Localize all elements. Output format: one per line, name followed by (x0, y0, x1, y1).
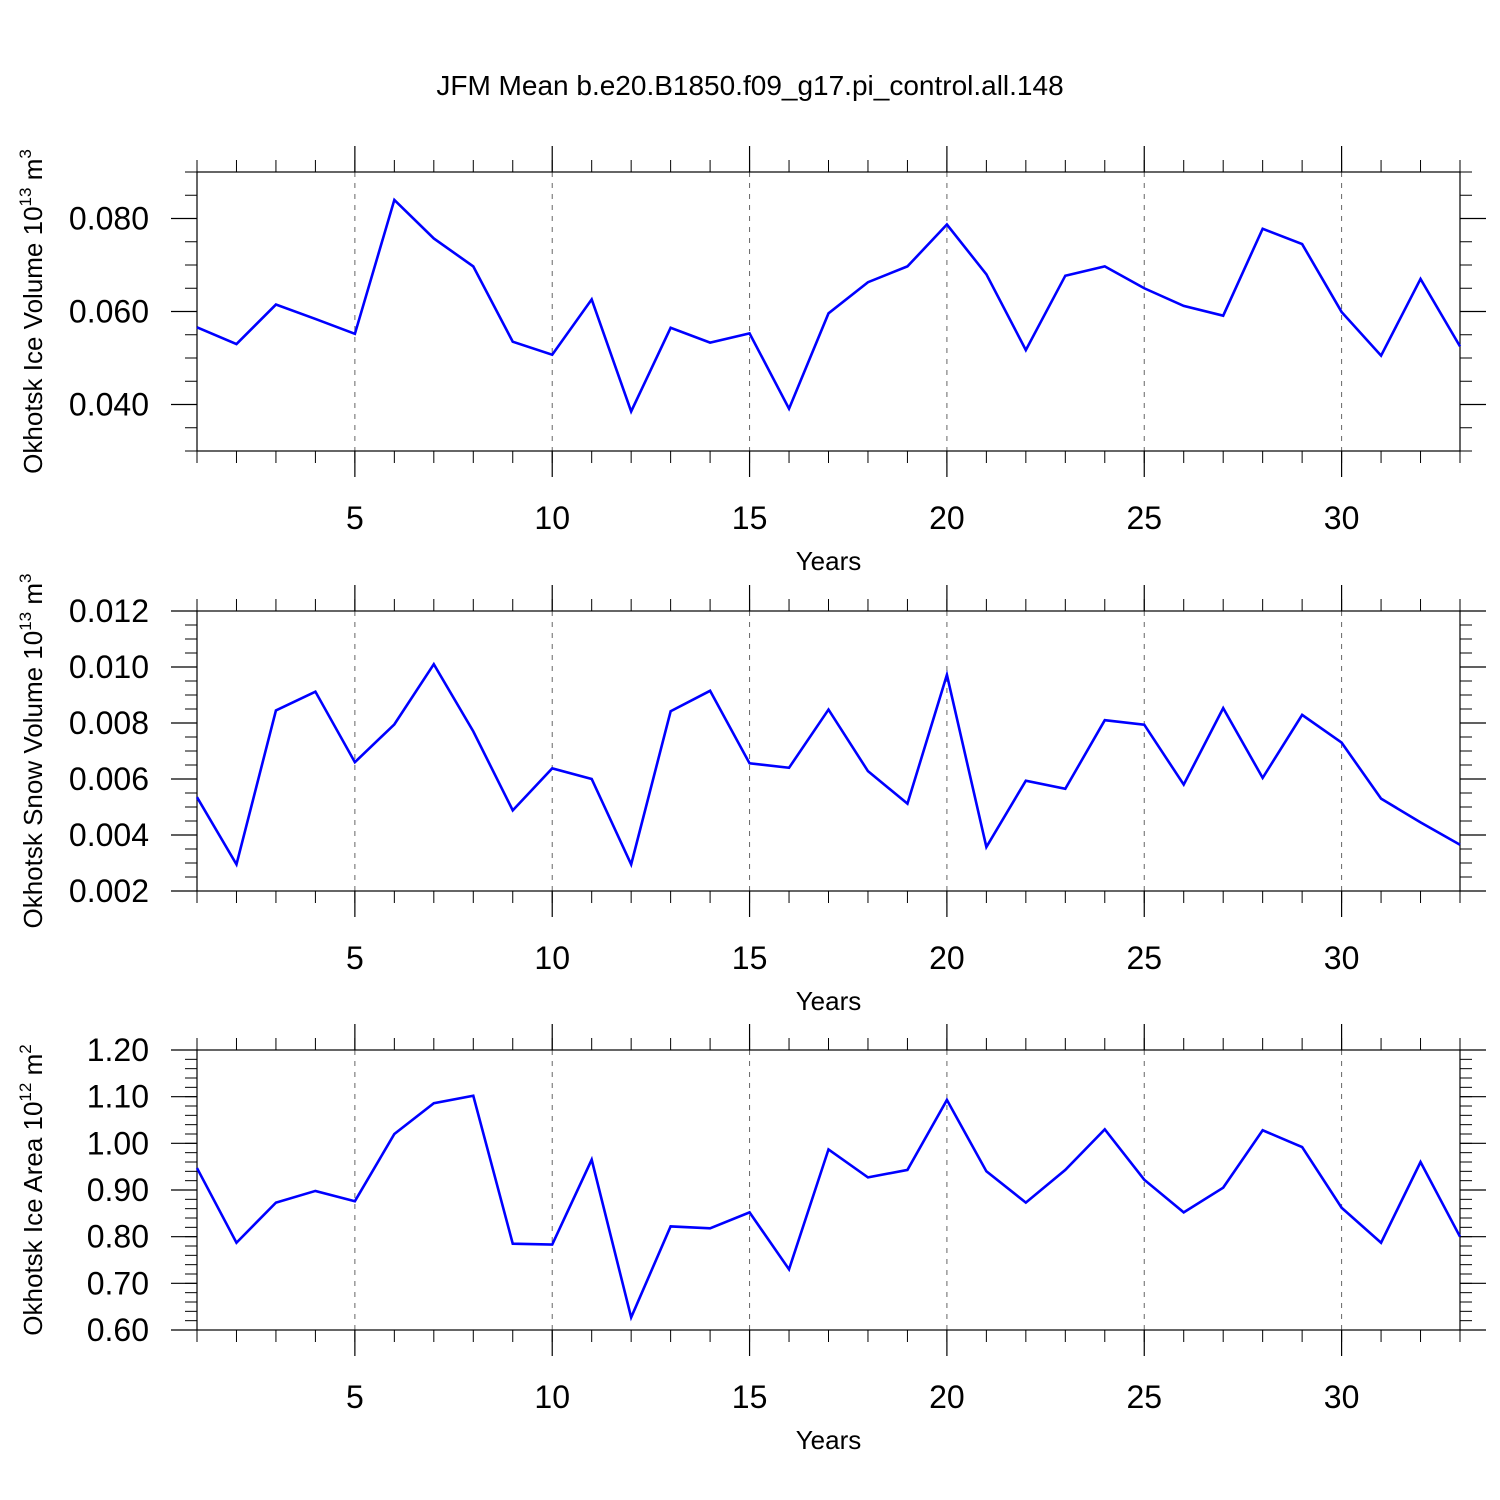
y-tick-label: 1.20 (87, 1032, 149, 1068)
x-tick-label: 25 (1126, 500, 1162, 536)
y-tick-label: 0.080 (69, 201, 149, 237)
x-tick-label: 15 (732, 940, 768, 976)
panels: 5 10 15 20 25 30 0.040 0.060 0.080 Years Okhotsk I… (16, 146, 1486, 1455)
x-axis-label: Years (796, 986, 862, 1016)
y-tick-label: 0.002 (69, 873, 149, 909)
plot-frame (196, 610, 1461, 892)
x-tick-label: 10 (534, 1379, 570, 1415)
y-tick-label: 0.90 (87, 1172, 149, 1208)
y-axis-label: Okhotsk Snow Volume 1013 m3 (16, 574, 48, 929)
data-line-series-1 (195, 661, 1461, 869)
x-tick-label: 20 (929, 940, 965, 976)
x-tick-label: 25 (1126, 940, 1162, 976)
y-tick-label: 1.10 (87, 1079, 149, 1115)
y-tick-label: 0.060 (69, 294, 149, 330)
y-tick-label: 0.60 (87, 1312, 149, 1348)
y-tick-label: 0.010 (69, 649, 149, 685)
x-tick-label: 5 (346, 500, 364, 536)
x-tick-label: 15 (732, 1379, 768, 1415)
y-tick-label: 0.004 (69, 817, 149, 853)
plot-frame (196, 171, 1461, 452)
x-tick-label: 10 (534, 500, 570, 536)
plot-frame (196, 1049, 1461, 1331)
x-tick-label: 30 (1324, 940, 1360, 976)
x-tick-label: 15 (732, 500, 768, 536)
y-axis-label: Okhotsk Ice Area 1012 m2 (16, 1044, 48, 1335)
data-line-series-1 (196, 197, 1462, 415)
y-tick-label: 0.006 (69, 761, 149, 797)
x-tick-label: 20 (929, 500, 965, 536)
y-tick-label: 1.00 (87, 1125, 149, 1161)
chart-panel-1: 5 10 15 20 25 30 0.040 0.060 0.080 Years Okhotsk I… (16, 146, 1486, 576)
x-tick-label: 10 (534, 940, 570, 976)
x-tick-label: 30 (1324, 1379, 1360, 1415)
chart-panel-3: 5 10 15 20 25 30 0.60 0.70 0.80 0.90 1.00 1.10 1.20 Y… (16, 1024, 1486, 1455)
y-tick-label: 0.040 (69, 387, 149, 423)
x-tick-label: 30 (1324, 500, 1360, 536)
y-tick-label: 0.008 (69, 705, 149, 741)
x-tick-label: 25 (1126, 1379, 1162, 1415)
chart-panel-2: 5 10 15 20 25 30 0.002 0.004 0.006 0.008 0.010 0.01… (16, 574, 1486, 1016)
y-axis-label: Okhotsk Ice Volume 1013 m3 (16, 149, 48, 474)
x-tick-label: 5 (346, 1379, 364, 1415)
y-tick-label: 0.012 (69, 593, 149, 629)
x-axis-label: Years (796, 546, 862, 576)
y-tick-label: 0.80 (87, 1219, 149, 1255)
figure-title: JFM Mean b.e20.B1850.f09_g17.pi_control.… (436, 70, 1063, 101)
data-line-series-1 (195, 1094, 1462, 1322)
x-tick-label: 20 (929, 1379, 965, 1415)
x-axis-label: Years (796, 1425, 862, 1455)
x-tick-label: 5 (346, 940, 364, 976)
y-tick-label: 0.70 (87, 1265, 149, 1301)
